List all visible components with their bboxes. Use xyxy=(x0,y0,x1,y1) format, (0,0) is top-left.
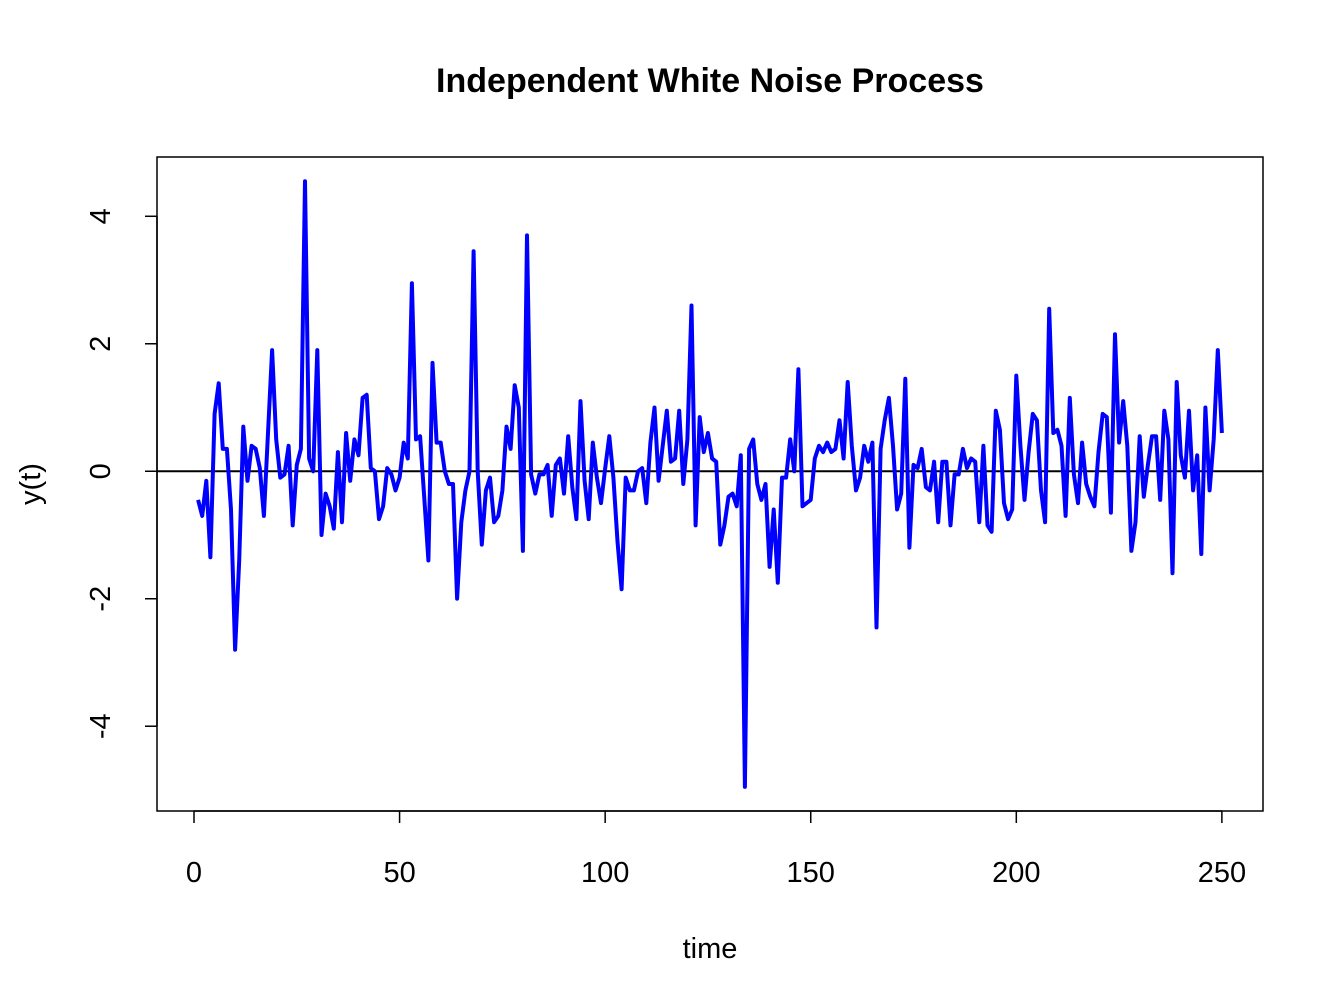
x-tick-label: 100 xyxy=(581,857,629,889)
x-tick-label: 150 xyxy=(787,857,835,889)
x-tick-label: 250 xyxy=(1198,857,1246,889)
series-line xyxy=(196,179,1224,789)
y-axis: -4 -2 0 2 4 xyxy=(85,208,158,739)
x-axis-label: time xyxy=(683,933,738,965)
y-tick-label: 4 xyxy=(85,208,117,224)
x-tick-label: 0 xyxy=(186,857,202,889)
chart-title: Independent White Noise Process xyxy=(436,62,984,100)
y-tick-label: 0 xyxy=(85,463,117,479)
y-axis-label: y(t) xyxy=(15,463,47,505)
x-axis: 0 50 100 150 200 250 xyxy=(186,810,1246,889)
series-group xyxy=(196,179,1224,789)
y-tick-label: 2 xyxy=(85,336,117,352)
y-tick-label: -2 xyxy=(85,586,117,612)
x-tick-label: 200 xyxy=(992,857,1040,889)
y-tick-label: -4 xyxy=(85,713,117,739)
x-tick-label: 50 xyxy=(383,857,415,889)
